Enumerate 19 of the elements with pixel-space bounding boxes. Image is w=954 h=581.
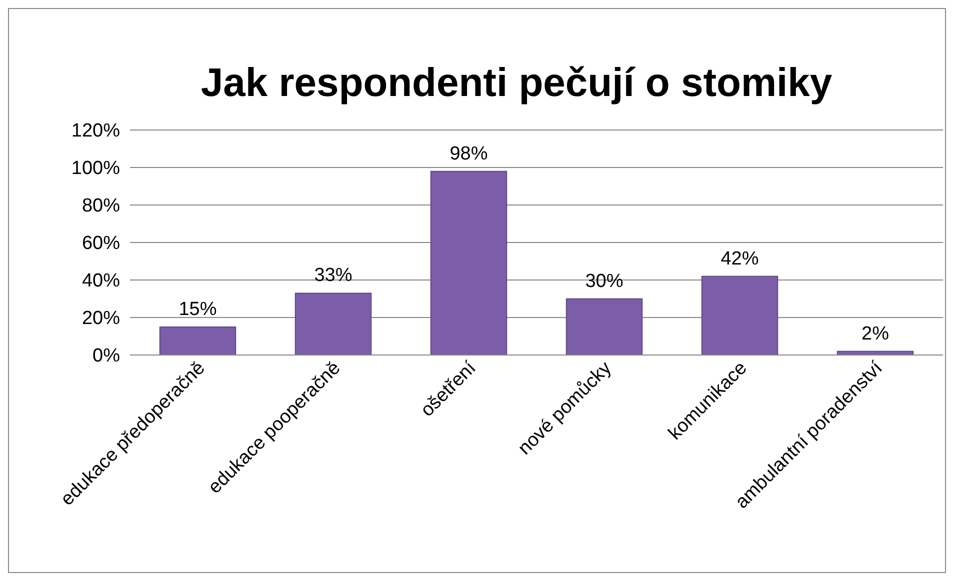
data-label: 33% bbox=[314, 265, 352, 286]
data-label: 98% bbox=[450, 143, 488, 164]
y-tick-label: 120% bbox=[71, 120, 120, 142]
bar bbox=[701, 276, 778, 356]
bar bbox=[159, 326, 236, 356]
y-tick-label: 40% bbox=[82, 270, 120, 292]
bar bbox=[566, 298, 643, 356]
data-label: 42% bbox=[720, 248, 759, 270]
bar bbox=[294, 292, 372, 356]
data-label: 30% bbox=[585, 270, 624, 292]
data-label: 2% bbox=[862, 323, 890, 344]
chart-title: Jak respondenti pečují o stomiky bbox=[200, 61, 833, 105]
y-tick-label: 100% bbox=[71, 158, 120, 180]
bar bbox=[430, 170, 508, 356]
y-tick-label: 0% bbox=[92, 346, 120, 367]
y-tick-label: 60% bbox=[82, 233, 120, 254]
data-label: 15% bbox=[178, 298, 217, 320]
y-tick-label: 20% bbox=[82, 308, 120, 330]
y-tick-label: 80% bbox=[82, 196, 120, 217]
